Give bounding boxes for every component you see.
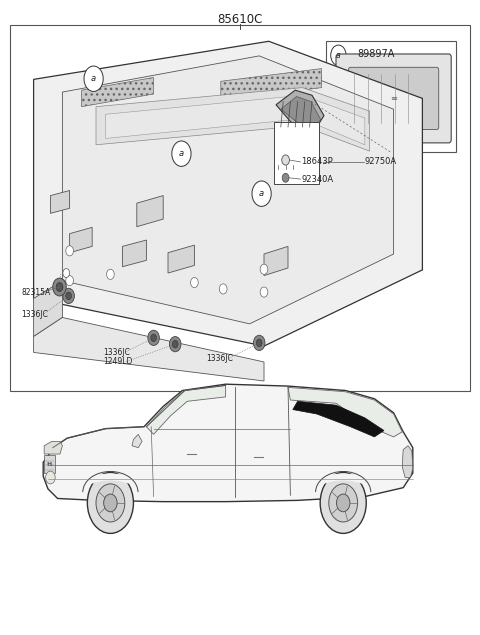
Polygon shape [34,41,422,346]
Polygon shape [221,69,322,100]
Bar [274,122,319,184]
Polygon shape [44,441,62,454]
Circle shape [256,339,262,347]
Circle shape [169,337,181,352]
Polygon shape [62,56,394,324]
Circle shape [53,278,66,296]
Text: ≡: ≡ [390,94,397,103]
Circle shape [84,66,103,91]
FancyBboxPatch shape [348,67,439,130]
Text: 89897A: 89897A [358,49,395,59]
Polygon shape [34,318,264,381]
Circle shape [63,288,74,304]
Circle shape [63,269,70,277]
Circle shape [336,494,350,512]
Polygon shape [50,190,70,213]
Bar [326,41,456,152]
Circle shape [56,283,63,291]
Circle shape [46,471,55,484]
Circle shape [191,277,198,288]
Circle shape [320,472,366,533]
FancyBboxPatch shape [336,54,451,143]
Polygon shape [146,385,226,434]
Text: 1249LD: 1249LD [103,358,132,366]
Circle shape [172,141,191,166]
Polygon shape [402,446,413,478]
Circle shape [66,292,72,300]
Polygon shape [70,227,92,253]
Polygon shape [34,281,62,337]
Text: 1336JC: 1336JC [103,348,130,357]
Circle shape [151,334,156,342]
Circle shape [253,335,265,351]
Circle shape [260,264,268,274]
Circle shape [148,330,159,345]
Polygon shape [264,246,288,276]
Circle shape [66,246,73,256]
Text: a: a [336,51,341,60]
Text: 85610C: 85610C [217,13,263,25]
Polygon shape [132,434,142,448]
Bar [44,455,55,473]
Circle shape [282,173,289,182]
Bar [10,25,470,391]
Circle shape [331,45,346,65]
Text: 1336JC: 1336JC [206,354,233,363]
Circle shape [219,284,227,294]
Polygon shape [276,90,324,127]
Polygon shape [106,95,365,145]
Text: a: a [179,149,184,158]
Circle shape [96,484,125,522]
Text: 92750A: 92750A [365,157,397,166]
Text: a: a [91,74,96,83]
Circle shape [172,340,178,348]
Text: 82315A: 82315A [22,288,51,297]
Text: H: H [47,462,52,467]
Circle shape [282,155,289,165]
Circle shape [87,472,133,533]
Circle shape [329,484,358,522]
Circle shape [107,269,114,279]
Text: 1336JC: 1336JC [22,310,48,319]
Polygon shape [288,387,402,437]
Circle shape [260,287,268,297]
Circle shape [104,494,117,512]
Polygon shape [43,384,413,502]
Polygon shape [122,240,146,267]
Circle shape [66,276,73,286]
Polygon shape [137,196,163,227]
Text: 18643P: 18643P [301,157,333,166]
Text: 92340A: 92340A [301,175,334,184]
Polygon shape [82,77,154,107]
Text: a: a [259,189,264,198]
Polygon shape [293,401,384,437]
Polygon shape [168,245,194,273]
Circle shape [252,181,271,206]
Polygon shape [96,88,370,151]
Polygon shape [281,97,321,128]
